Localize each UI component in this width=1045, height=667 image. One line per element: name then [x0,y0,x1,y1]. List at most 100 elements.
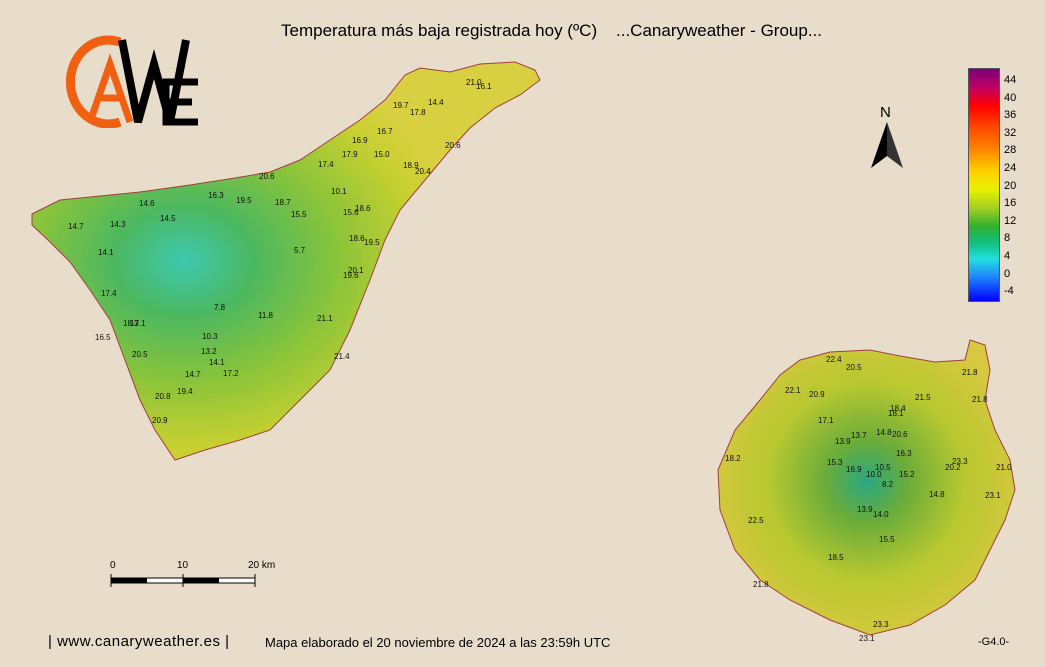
station-value: 16.7 [377,127,393,136]
station-value: 20.8 [155,392,171,401]
scale-label: -4 [1004,285,1014,298]
version-code: -G4.0- [978,636,1010,648]
scale-bar-graphic [110,574,256,587]
station-value: 15.5 [291,210,307,219]
tenerife-island [31,61,541,461]
station-value: 15.3 [827,458,843,467]
station-value: 17.2 [223,369,239,378]
station-value: 21.0 [466,78,482,87]
station-value: 15.2 [899,470,915,479]
station-value: 14.3 [110,220,126,229]
station-value: 20.2 [945,463,961,472]
station-value: 17.1 [130,319,146,328]
canaryweather-logo [65,35,198,128]
gran-canaria-island [717,339,1016,636]
tenerife-stations: 21.0 16.1 14.4 19.7 17.8 16.7 16.9 17.9 … [68,78,492,425]
north-arrow: N [868,104,906,172]
station-value: 23.1 [859,634,875,643]
scale-label-0: 0 [110,560,116,571]
station-value: 18.6 [349,234,365,243]
station-value: 16.1 [476,82,492,91]
website-link[interactable]: | www.canaryweather.es | [48,633,230,650]
scale-label: 44 [1004,74,1017,86]
map-date-note: Mapa elaborado el 20 noviembre de 2024 a… [265,635,611,650]
station-value: 11.8 [258,311,274,320]
station-value: 17.9 [342,150,358,159]
station-value: 20.9 [152,416,168,425]
scale-label: 4 [1004,249,1011,262]
station-value: 19.5 [236,196,252,205]
station-value: 23.3 [952,457,968,466]
station-value: 20.6 [259,172,275,181]
scale-label: 40 [1004,91,1017,104]
station-value: 10.5 [875,463,891,472]
station-value: 18.1 [888,409,904,418]
scale-label: 16 [1004,197,1017,210]
station-value: 14.6 [139,199,155,208]
station-value: 20.6 [892,430,908,439]
station-value: 18.5 [828,553,844,562]
station-value: 22.1 [785,386,801,395]
station-value: 19.4 [177,387,193,396]
station-value: 18.4 [890,404,906,413]
station-value: 14.1 [209,358,225,367]
station-value: 19.5 [364,238,380,247]
station-value: 20.1 [348,266,364,275]
station-value: 15.6 [343,208,359,217]
station-value: 18.6 [355,204,371,213]
station-value: 16.9 [352,136,368,145]
station-value: 10.1 [331,187,347,196]
station-value: 21.1 [317,314,333,323]
scale-label: 0 [1004,267,1011,280]
north-label: N [880,104,891,121]
station-value: 16.5 [95,333,111,342]
station-value: 18.3 [123,319,139,328]
station-value: 23.1 [985,491,1001,500]
station-value: 16.3 [896,449,912,458]
station-value: 13.2 [201,347,217,356]
station-value: 15.0 [374,150,390,159]
temperature-color-scale [968,68,1000,302]
station-value: 21.8 [962,368,978,377]
station-value: 14.7 [68,222,84,231]
scale-label: 24 [1004,161,1017,174]
station-value: 22.4 [826,355,842,364]
station-value: 21.8 [753,580,769,589]
scale-bar: 0 10 20 km [110,560,280,596]
station-value: 14.7 [185,370,201,379]
station-value: 21.4 [334,352,350,361]
color-scale-labels: 44 40 36 32 28 24 20 16 12 8 4 0 -4 [1004,72,1016,301]
map-title: Temperatura más baja registrada hoy (ºC)… [281,21,822,40]
station-value: 14.5 [160,214,176,223]
station-value: 21.8 [972,395,988,404]
gran-canaria-stations: 22.4 20.5 21.8 22.1 20.9 21.5 21.8 18.4 … [725,355,1012,643]
station-value: 14.0 [873,510,889,519]
station-value: 16.3 [208,191,224,200]
compass-arrow-icon [871,122,903,168]
station-value: 23.3 [873,620,889,629]
station-value: 13.7 [851,431,867,440]
station-value: 10.0 [866,470,882,479]
station-value: 13.9 [857,505,873,514]
station-value: 18.7 [275,198,291,207]
scale-label: 32 [1004,126,1017,139]
station-value: 22.5 [748,516,764,525]
station-value: 15.5 [879,535,895,544]
station-value: 14.8 [929,490,945,499]
station-value: 20.4 [415,167,431,176]
station-value: 18.2 [725,454,741,463]
station-value: 20.9 [809,390,825,399]
station-value: 5.7 [294,246,306,255]
station-value: 8.2 [882,480,894,489]
station-value: 19.6 [343,271,359,280]
station-value: 21.0 [996,463,1012,472]
station-value: 13.9 [835,437,851,446]
station-value: 14.1 [98,248,114,257]
station-value: 20.5 [846,363,862,372]
station-value: 17.8 [410,108,426,117]
station-value: 18.9 [403,161,419,170]
scale-label: 36 [1004,109,1017,122]
station-value: 16.9 [846,465,862,474]
station-value: 7.8 [214,303,226,312]
